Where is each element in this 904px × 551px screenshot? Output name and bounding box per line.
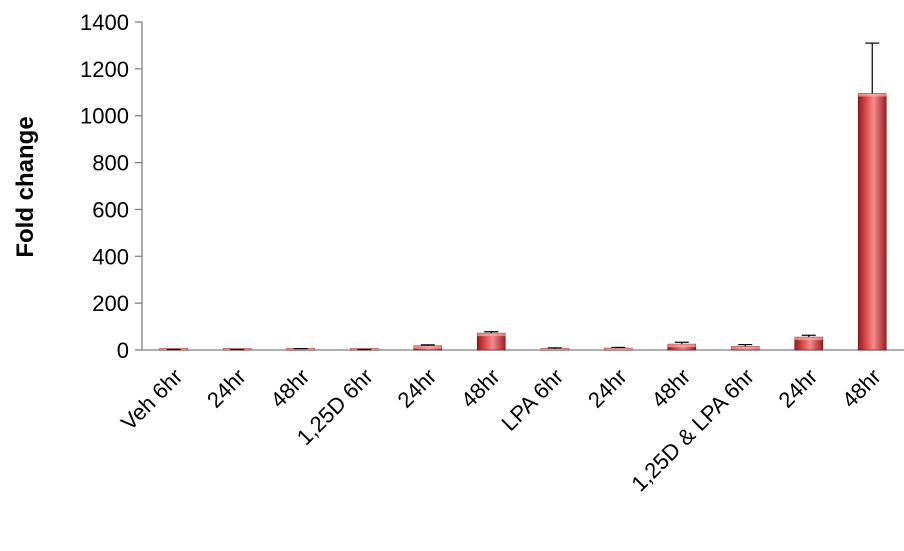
y-tick-label: 0 [117,338,129,363]
bar-group [730,344,760,351]
bar-cap [604,348,633,350]
x-tick-label: 48hr [646,364,695,413]
bar-group [603,346,633,351]
y-tick-label: 1200 [80,57,129,82]
bar-group [857,42,887,351]
y-tick-label: 1400 [80,10,129,35]
bars [159,42,887,351]
bar-cap [667,344,696,348]
y-tick-label: 200 [92,291,129,316]
bar-cap [477,333,506,337]
bar-group [349,348,379,351]
bar-group [286,347,316,351]
x-tick-label: 24hr [583,364,632,413]
bar-cap [413,345,442,349]
bar-cap [731,346,760,350]
x-tick-label: 24hr [773,364,822,413]
bar-cap [794,337,823,341]
bar-group [413,344,443,351]
bar-cap [540,348,569,350]
bar-group [667,341,697,351]
y-tick-label: 400 [92,244,129,269]
x-tick-label: 24hr [202,364,251,413]
bar-group [159,348,189,351]
bar-group [476,331,506,351]
y-tick-label: 800 [92,151,129,176]
bar-group [794,334,824,351]
x-tick-label: 48hr [456,364,505,413]
y-axis-title: Fold change [12,116,39,257]
bar-cap [858,93,887,97]
y-axis: 0 200 400 600 800 1000 1200 1400 [80,10,904,363]
x-tick-label: Veh 6hr [116,364,187,435]
bar-group [222,348,252,351]
x-tick-label: 24hr [392,364,441,413]
x-tick-label: LPA 6hr [496,364,568,436]
y-tick-label: 600 [92,197,129,222]
bar-group [540,347,570,351]
y-tick-label: 1000 [80,104,129,129]
bar [857,93,887,351]
x-tick-label: 48hr [265,364,314,413]
x-tick-label: 48hr [837,364,886,413]
